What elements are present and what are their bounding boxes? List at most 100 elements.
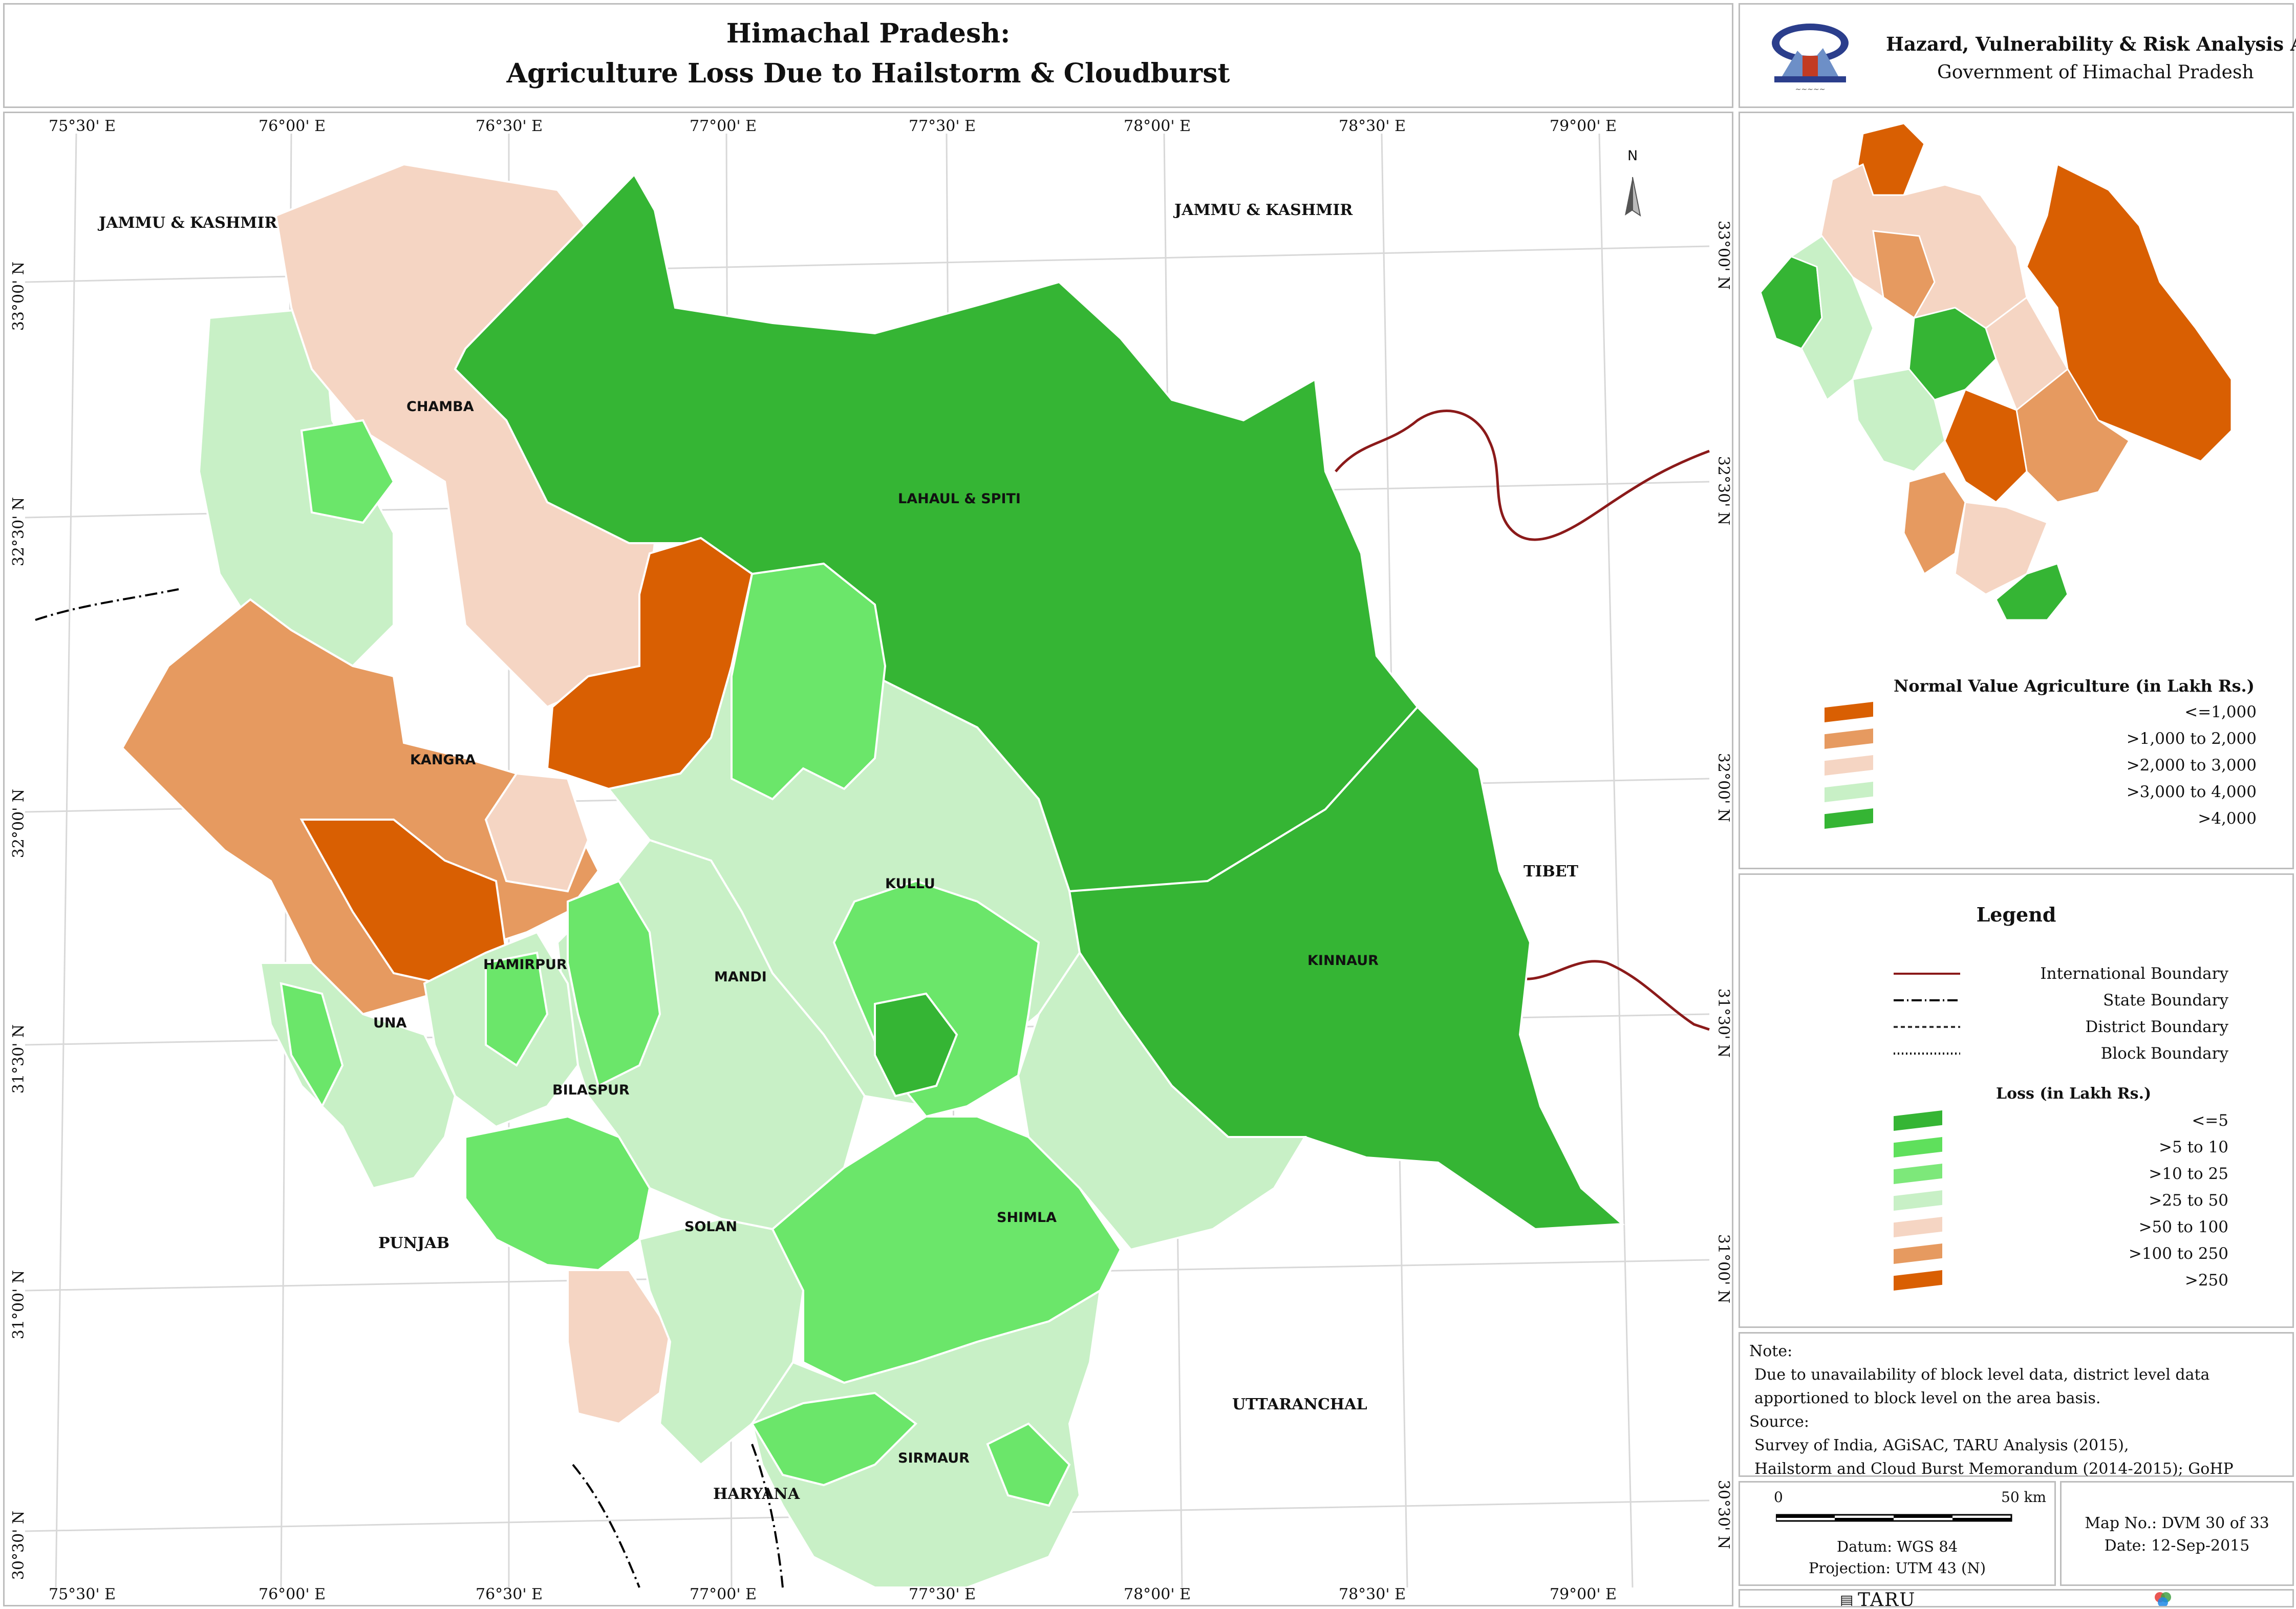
loss-label: >50 to 100: [2138, 1218, 2228, 1236]
grat-bottom-8: 79°00' E: [1550, 1585, 1617, 1603]
normal-value-label: >4,000: [2198, 809, 2257, 828]
map-date: Date: 12-Sep-2015: [2104, 1537, 2250, 1555]
boundary-line-sample: [1894, 999, 1960, 1001]
lahaul-green-lobe: [731, 562, 887, 801]
government-name: Government of Himachal Pradesh: [1937, 62, 2254, 83]
grat-top-4: 77°00' E: [690, 117, 757, 135]
boundary-line-label: Block Boundary: [2100, 1044, 2228, 1063]
footer-logo-panel: ▤ TARU: [1739, 1589, 2294, 1607]
normal-value-label: >2,000 to 3,000: [2126, 756, 2257, 775]
label-hamirpur: HAMIRPUR: [483, 957, 567, 973]
inset-region-green-south: [1995, 563, 2069, 621]
grat-top-7: 78°30' E: [1339, 117, 1406, 135]
loss-label: >250: [2184, 1271, 2228, 1290]
grat-left-6: 30°30' N: [10, 1510, 28, 1580]
grat-left-1: 33°00' N: [10, 261, 28, 331]
grat-bottom-2: 76°00' E: [259, 1585, 326, 1603]
scale-panel: 0 50 km Datum: WGS 84 Projection: UTM 43…: [1739, 1481, 2056, 1586]
grat-right-6: 30°30' N: [1714, 1479, 1733, 1550]
scale-bar: [1776, 1514, 2012, 1522]
normal-value-label: <=1,000: [2184, 703, 2257, 721]
normal-value-swatch: [1825, 702, 1873, 722]
loss-label: <=5: [2192, 1111, 2228, 1130]
loss-legend-title: Loss (in Lakh Rs.): [1996, 1085, 2152, 1103]
grat-top-6: 78°00' E: [1124, 117, 1191, 135]
label-tibet: TIBET: [1523, 863, 1578, 881]
inset-region-orange-south: [2015, 368, 2131, 503]
label-punjab: PUNJAB: [378, 1234, 449, 1252]
map-title-line1: Himachal Pradesh:: [726, 18, 1011, 49]
legend-title: Legend: [1976, 903, 2056, 926]
source-line-2: Hailstorm and Cloud Burst Memorandum (20…: [1754, 1460, 2234, 1478]
grat-top-1: 75°30' E: [49, 117, 116, 135]
grat-bottom-7: 78°30' E: [1339, 1585, 1406, 1603]
scale-start-label: 0: [1774, 1489, 1783, 1506]
rgb-circles-icon: [2155, 1592, 2171, 1606]
loss-swatch: [1894, 1137, 1942, 1157]
label-kinnaur: KINNAUR: [1307, 953, 1379, 969]
source-heading: Source:: [1749, 1413, 1809, 1431]
normal-value-label: >1,000 to 2,000: [2126, 730, 2257, 748]
loss-swatch: [1894, 1190, 1942, 1211]
grat-left-3: 32°00' N: [10, 788, 28, 859]
label-uttaranchal: UTTARANCHAL: [1232, 1396, 1367, 1413]
taru-logo-icon: ▤: [1840, 1592, 1854, 1607]
grat-top-2: 76°00' E: [259, 117, 326, 135]
hamirpur-green-block: [485, 951, 549, 1067]
main-map-svg: [25, 133, 1710, 1589]
taru-logo-text: TARU: [1858, 1590, 1916, 1607]
loss-swatch: [1894, 1270, 1942, 1291]
inset-map-panel: Normal Value Agriculture (in Lakh Rs.) <…: [1739, 112, 2294, 869]
note-heading: Note:: [1749, 1342, 1793, 1360]
state-boundary-line: [35, 588, 784, 1588]
svg-text:~~~~~: ~~~~~: [1795, 85, 1826, 94]
inset-region-light-south: [1852, 368, 1946, 473]
sirmaur-east-green: [986, 1422, 1071, 1507]
grat-right-4: 31°30' N: [1714, 988, 1733, 1058]
boundary-line-sample: [1894, 1053, 1960, 1055]
loss-label: >5 to 10: [2159, 1138, 2228, 1156]
label-haryana: HARYANA: [713, 1485, 800, 1503]
boundary-line-label: District Boundary: [2085, 1018, 2228, 1036]
legend-panel: Legend International Boundary State Bound…: [1739, 873, 2294, 1328]
label-sirmaur: SIRMAUR: [898, 1450, 970, 1466]
main-map-panel: N 75°30' E 76°00' E 76°30' E 77°00' E 77…: [3, 112, 1733, 1606]
boundary-line-label: International Boundary: [2040, 964, 2228, 983]
grat-left-4: 31°30' N: [10, 1024, 28, 1094]
grat-right-2: 32°30' N: [1714, 456, 1733, 526]
label-lahaul-spiti: LAHAUL & SPITI: [898, 491, 1021, 507]
inset-region-orange-sw: [1903, 470, 1966, 575]
label-solan: SOLAN: [684, 1219, 738, 1235]
projection-label: Projection: UTM 43 (N): [1808, 1559, 1986, 1577]
boundary-line-sample: [1894, 973, 1960, 975]
grat-left-5: 31°00' N: [10, 1270, 28, 1340]
loss-swatch: [1894, 1164, 1942, 1184]
normal-value-legend-title: Normal Value Agriculture (in Lakh Rs.): [1894, 676, 2255, 696]
normal-value-swatch: [1825, 728, 1873, 749]
loss-label: >100 to 250: [2128, 1245, 2228, 1263]
source-line-1: Survey of India, AGiSAC, TARU Analysis (…: [1754, 1436, 2129, 1454]
grat-top-8: 79°00' E: [1550, 117, 1617, 135]
note-panel: Note: Due to unavailability of block lev…: [1739, 1332, 2294, 1478]
map-number: Map No.: DVM 30 of 33: [2085, 1514, 2269, 1532]
north-label: N: [1627, 148, 1638, 164]
note-text: Due to unavailability of block level dat…: [1754, 1366, 2210, 1407]
loss-label: >25 to 50: [2149, 1191, 2228, 1210]
shimla-light-region: [1017, 951, 1307, 1251]
boundary-line-sample: [1894, 1026, 1960, 1028]
grat-bottom-3: 76°30' E: [476, 1585, 543, 1603]
map-title-line2: Agriculture Loss Due to Hailstorm & Clou…: [506, 58, 1230, 89]
international-boundary-line-2: [1504, 960, 1710, 1031]
loss-swatch: [1894, 1243, 1942, 1264]
grat-bottom-6: 78°00' E: [1124, 1585, 1191, 1603]
international-boundary-line: [1335, 410, 1710, 541]
label-jammu-kashmir-east: JAMMU & KASHMIR: [1174, 201, 1353, 219]
grat-bottom-4: 77°00' E: [690, 1585, 757, 1603]
government-emblem-icon: ~~~~~: [1772, 24, 1849, 94]
atlas-title: Hazard, Vulnerability & Risk Analysis At…: [1886, 33, 2296, 55]
grat-bottom-1: 75°30' E: [49, 1585, 116, 1603]
normal-value-swatch: [1825, 755, 1873, 776]
grat-top-3: 76°30' E: [476, 117, 543, 135]
grat-bottom-5: 77°30' E: [909, 1585, 976, 1603]
chamba-green-block: [300, 419, 395, 524]
